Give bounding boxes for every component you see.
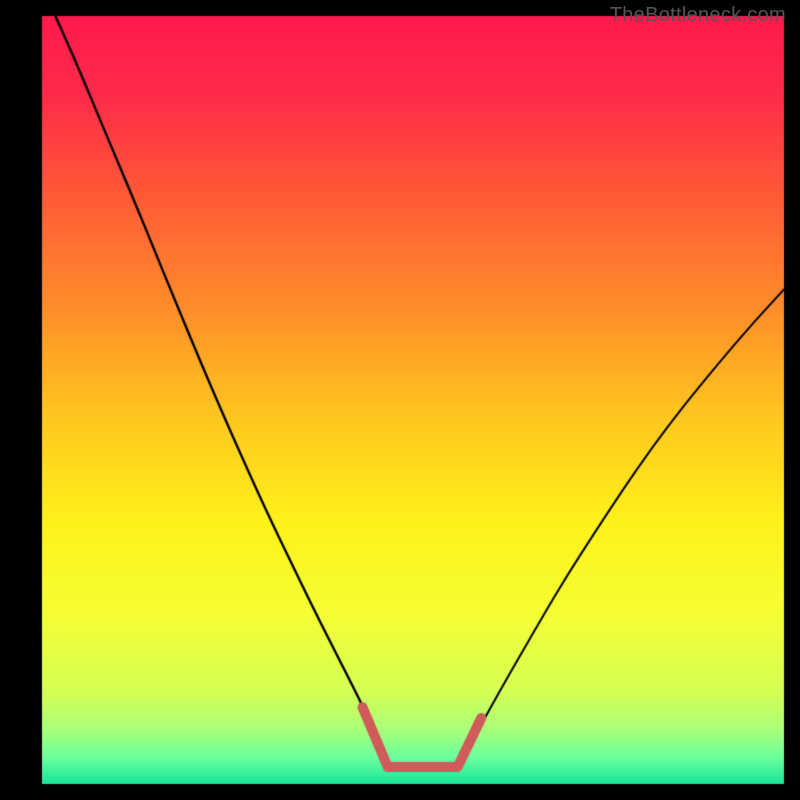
chart-stage: TheBottleneck.com xyxy=(0,0,800,800)
watermark-text: TheBottleneck.com xyxy=(610,4,786,27)
bottleneck-curve-chart xyxy=(0,0,800,800)
